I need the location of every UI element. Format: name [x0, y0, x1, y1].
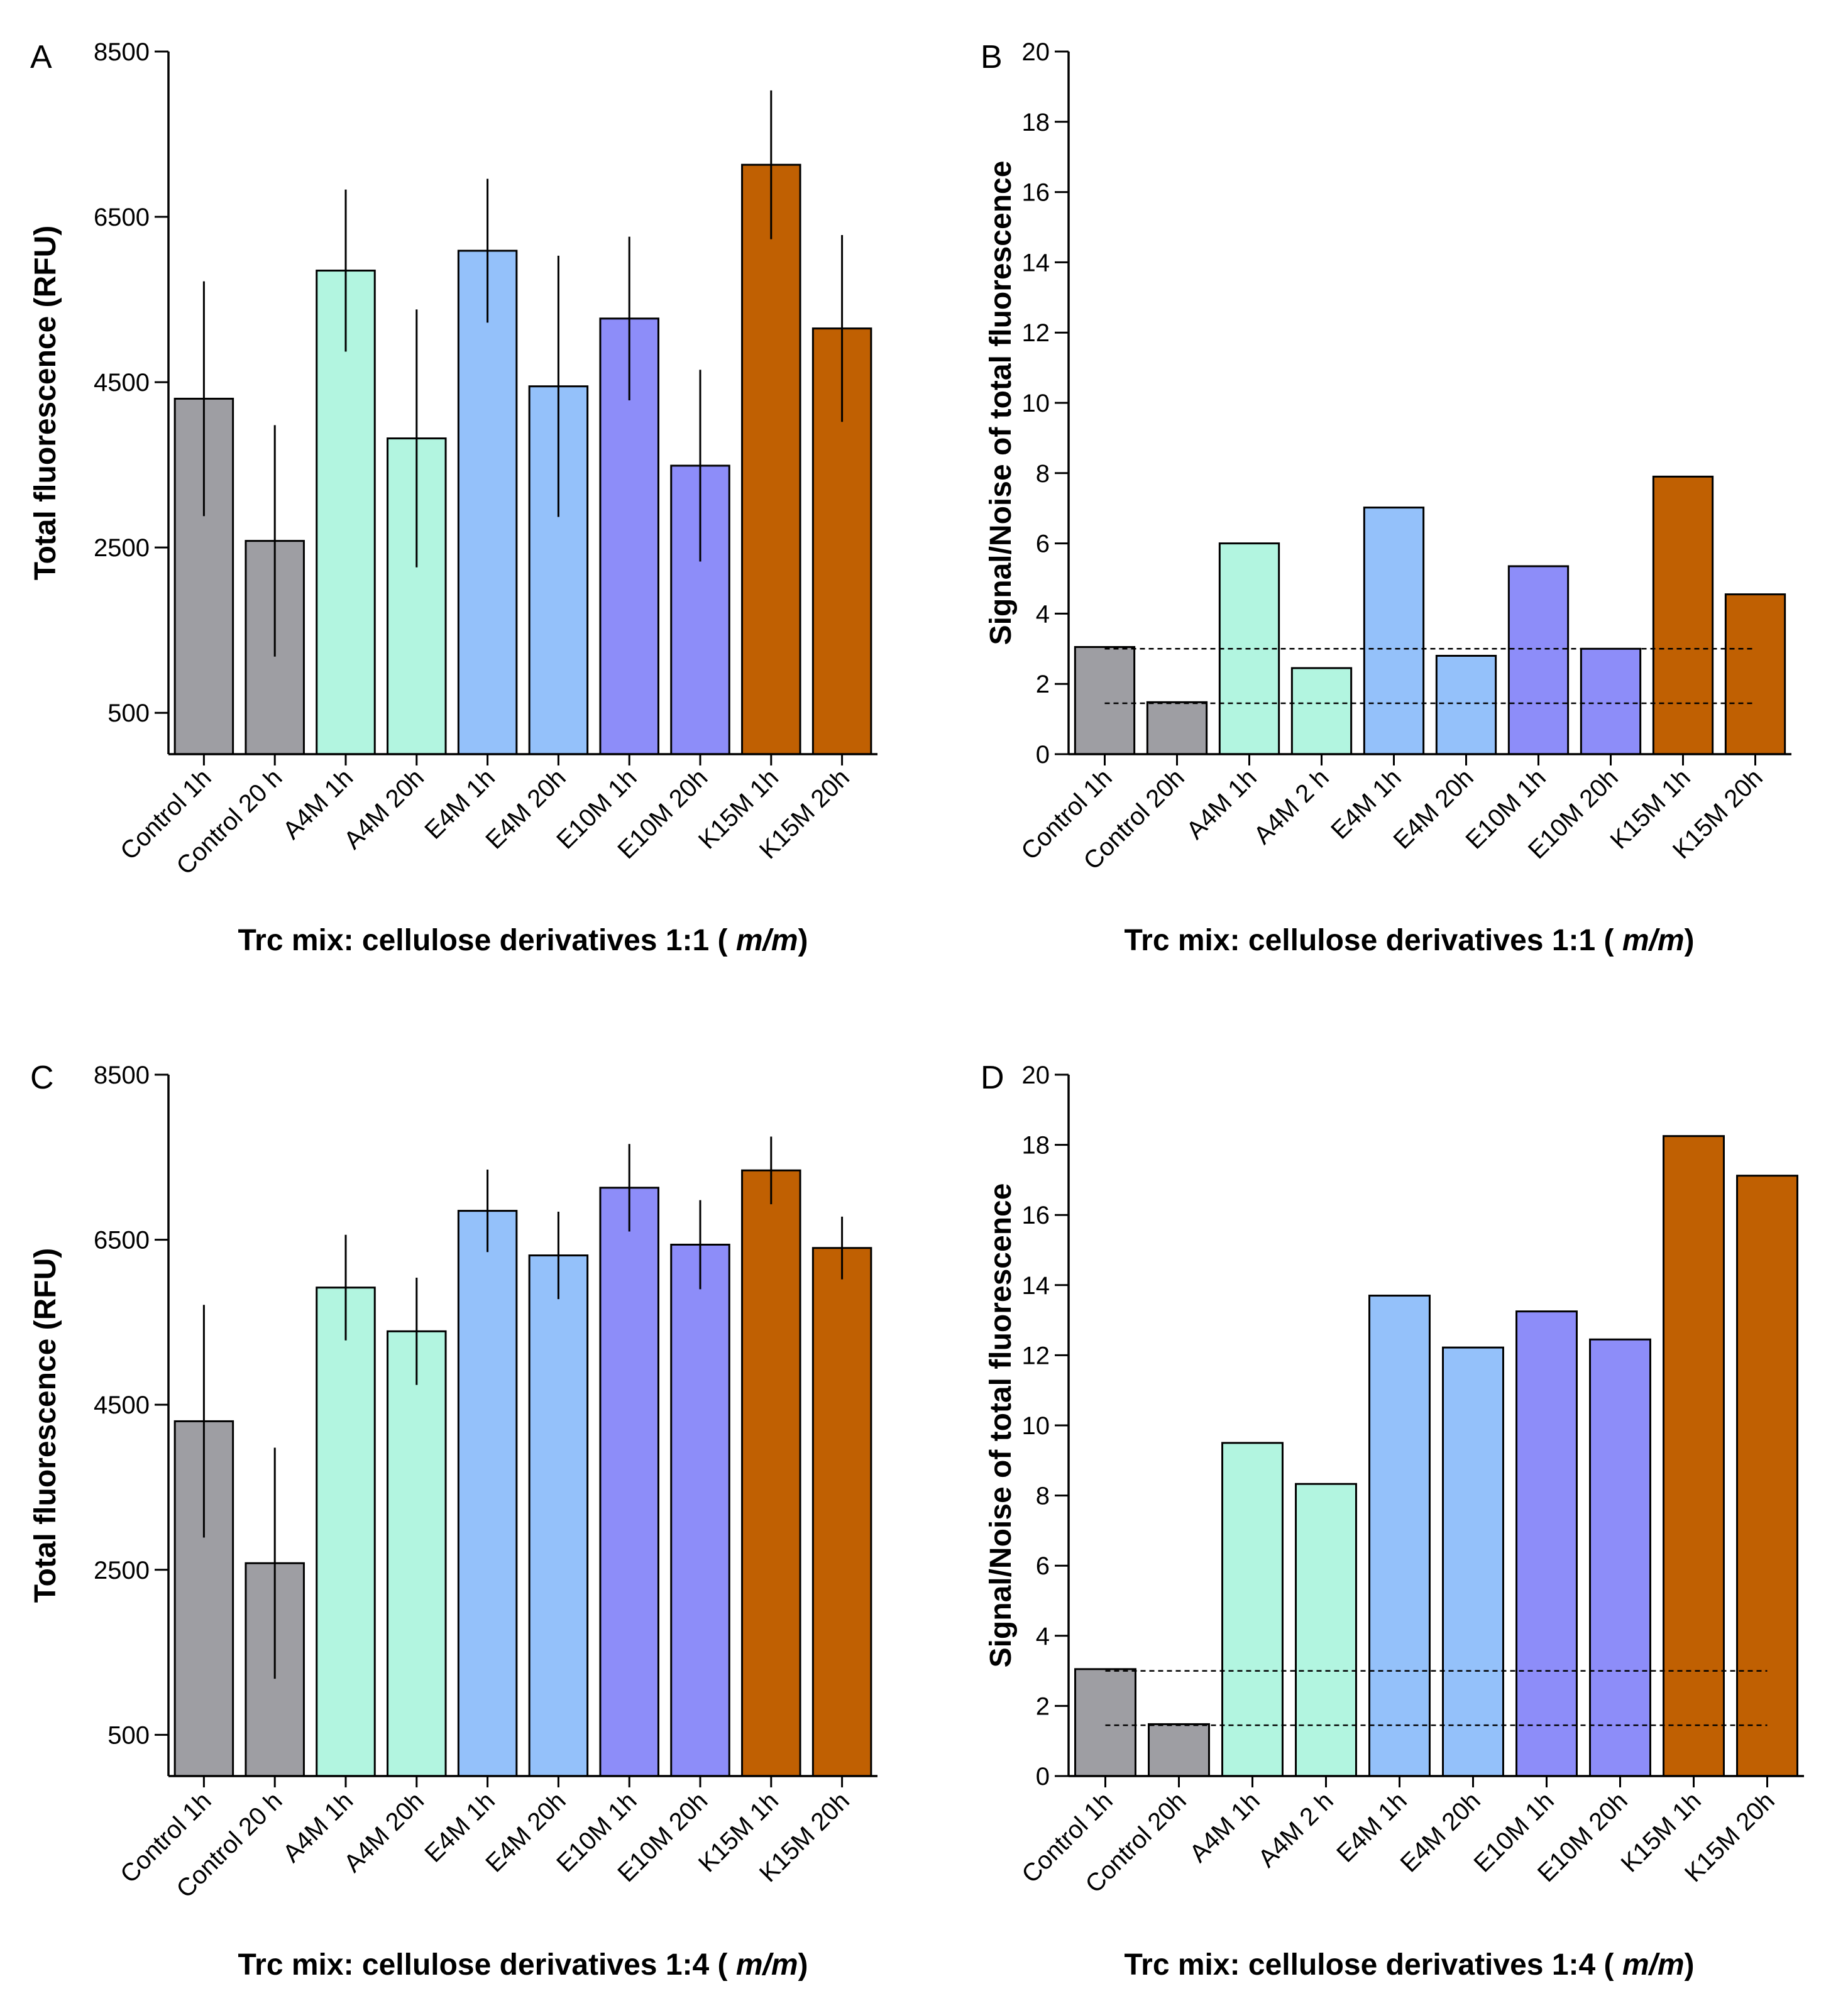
bar [670, 1243, 730, 1777]
bar [1074, 646, 1136, 755]
y-tick-label: 12 [1022, 319, 1050, 347]
x-axis-title-tail: ) [1685, 924, 1695, 957]
x-axis-title-tail: ) [1685, 1948, 1695, 1982]
y-tick-label: 6 [1036, 1552, 1050, 1580]
y-axis-title: Signal/Noise of total fluorescence [984, 161, 1018, 645]
y-tick-label: 8 [1036, 1483, 1050, 1510]
bar [741, 163, 801, 755]
x-axis-title-tail: ) [798, 924, 808, 957]
y-axis-title: Total fluorescence (RFU) [29, 226, 62, 581]
y-tick-label: 2500 [94, 534, 150, 562]
y-tick-label: 6500 [94, 204, 150, 231]
x-tick-label: E4M 20h [1395, 1787, 1486, 1877]
y-tick-label: 16 [1022, 179, 1050, 207]
bar [1515, 1310, 1578, 1777]
x-axis-title: Trc mix: cellulose derivatives 1:4 ( m/m… [1124, 1948, 1694, 1982]
x-axis-title-tail: ) [798, 1948, 808, 1982]
bar [1290, 667, 1353, 755]
x-tick-label: A4M 1h [1181, 764, 1262, 845]
bar [457, 250, 518, 755]
bar [457, 1210, 518, 1777]
y-tick-label: 4 [1036, 1623, 1050, 1650]
bar [1652, 475, 1714, 755]
bar [1074, 1668, 1136, 1777]
y-tick-label: 8500 [94, 38, 150, 66]
y-tick-label: 2500 [94, 1557, 150, 1584]
y-axis-title: Total fluorescence (RFU) [29, 1248, 62, 1603]
bar [1589, 1338, 1651, 1777]
bar [1146, 701, 1208, 755]
y-tick-label: 2 [1036, 671, 1050, 698]
x-tick-label: A4M 1h [1184, 1787, 1265, 1868]
bar [528, 1254, 589, 1777]
y-tick-label: 8500 [94, 1061, 150, 1089]
y-axis-title: Signal/Noise of total fluorescence [984, 1183, 1018, 1668]
bar [387, 437, 447, 755]
bar [1580, 647, 1642, 755]
y-tick-label: 10 [1022, 390, 1050, 417]
y-tick-label: 0 [1036, 741, 1050, 769]
x-axis-title: Trc mix: cellulose derivatives 1:1 ( m/m… [1124, 924, 1694, 957]
x-axis-title-main: Trc mix: cellulose derivatives 1:4 ( [1124, 1948, 1622, 1982]
panel-letter: B [981, 39, 1003, 75]
y-tick-label: 18 [1022, 109, 1050, 136]
bar [1435, 654, 1497, 755]
y-tick-label: 500 [107, 1721, 150, 1749]
bar [1442, 1346, 1504, 1777]
bar [1295, 1483, 1357, 1777]
y-tick-label: 6 [1036, 530, 1050, 558]
bar [811, 1247, 872, 1777]
x-tick-label: A4M 2 h [1248, 764, 1334, 849]
panel-letter: C [30, 1060, 54, 1096]
y-tick-label: 500 [107, 699, 150, 727]
y-tick-label: 20 [1022, 38, 1050, 66]
y-tick-label: 10 [1022, 1412, 1050, 1440]
y-tick-label: 6500 [94, 1227, 150, 1254]
y-tick-label: 12 [1022, 1342, 1050, 1369]
y-tick-label: 2 [1036, 1692, 1050, 1720]
x-axis-title: Trc mix: cellulose derivatives 1:4 ( m/m… [238, 1948, 808, 1982]
y-tick-label: 0 [1036, 1763, 1050, 1791]
y-tick-label: 14 [1022, 1272, 1050, 1300]
y-tick-label: 4500 [94, 1391, 150, 1419]
bar [387, 1330, 447, 1777]
bar [1724, 593, 1786, 755]
bar [1736, 1175, 1798, 1777]
bar [316, 1286, 376, 1777]
x-axis-title-main: Trc mix: cellulose derivatives 1:1 ( [1124, 924, 1622, 957]
y-tick-label: 18 [1022, 1132, 1050, 1160]
panel-letter: A [30, 39, 52, 75]
y-tick-label: 8 [1036, 460, 1050, 488]
x-axis-title-italic: m/m [736, 924, 798, 957]
bar [1148, 1723, 1210, 1777]
y-tick-label: 16 [1022, 1202, 1050, 1229]
y-tick-label: 14 [1022, 249, 1050, 277]
x-axis-title-italic: m/m [736, 1948, 798, 1982]
bar [1663, 1135, 1725, 1777]
bar [1363, 507, 1425, 755]
x-axis-title-main: Trc mix: cellulose derivatives 1:4 ( [238, 1948, 735, 1982]
bar [1507, 565, 1570, 755]
bar [599, 1187, 659, 1777]
x-axis-title: Trc mix: cellulose derivatives 1:1 ( m/m… [238, 924, 808, 957]
bar [1221, 1442, 1284, 1777]
bar [1368, 1295, 1431, 1777]
y-tick-label: 20 [1022, 1061, 1050, 1089]
panel-letter: D [981, 1060, 1004, 1096]
x-axis-title-main: Trc mix: cellulose derivatives 1:1 ( [238, 924, 735, 957]
x-tick-label: A4M 2 h [1253, 1787, 1338, 1872]
bar [741, 1169, 801, 1777]
x-axis-title-italic: m/m [1622, 1948, 1685, 1982]
y-tick-label: 4 [1036, 600, 1050, 628]
x-tick-label: E4M 20h [1389, 764, 1479, 854]
y-tick-label: 4500 [94, 369, 150, 397]
x-axis-title-italic: m/m [1622, 924, 1685, 957]
